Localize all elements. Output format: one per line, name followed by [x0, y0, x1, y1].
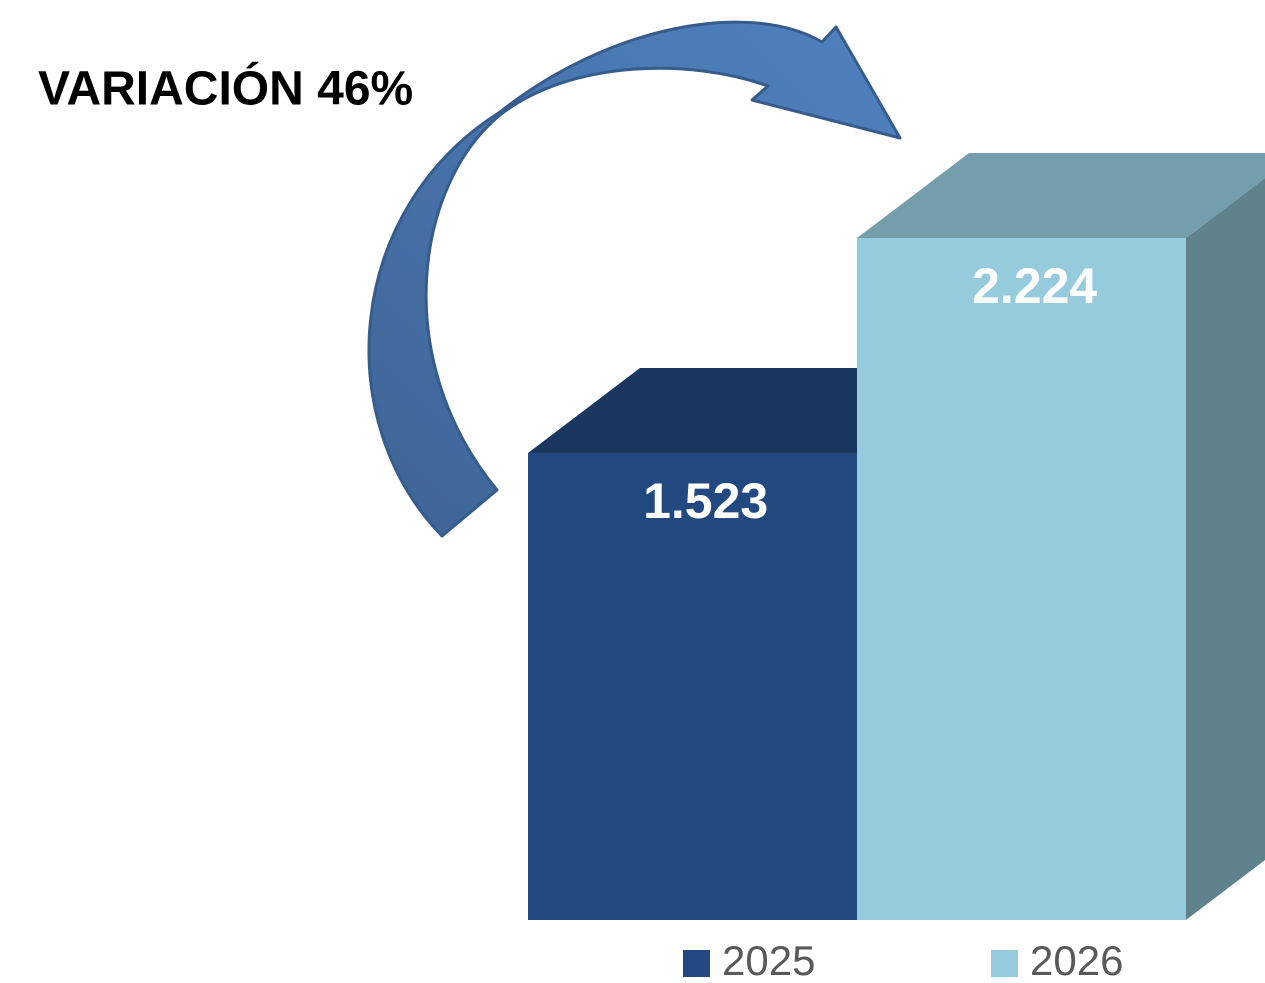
bar — [528, 452, 857, 920]
legend-swatch — [683, 950, 710, 977]
bar-side — [1186, 178, 1265, 920]
data-label: 2.224 — [972, 258, 1097, 314]
legend-label: 2025 — [722, 937, 815, 983]
variation-arrow — [367, 20, 902, 538]
bars: 1.523 2.224 — [528, 153, 1265, 920]
legend-swatch — [991, 950, 1018, 977]
annotation: VARIACIÓN 46% — [38, 61, 413, 116]
legend-label: 2026 — [1030, 937, 1123, 983]
data-label: 1.523 — [643, 473, 768, 529]
legend: 2025 2026 — [683, 937, 1123, 983]
bar-top — [857, 153, 1265, 238]
bar — [857, 238, 1186, 920]
